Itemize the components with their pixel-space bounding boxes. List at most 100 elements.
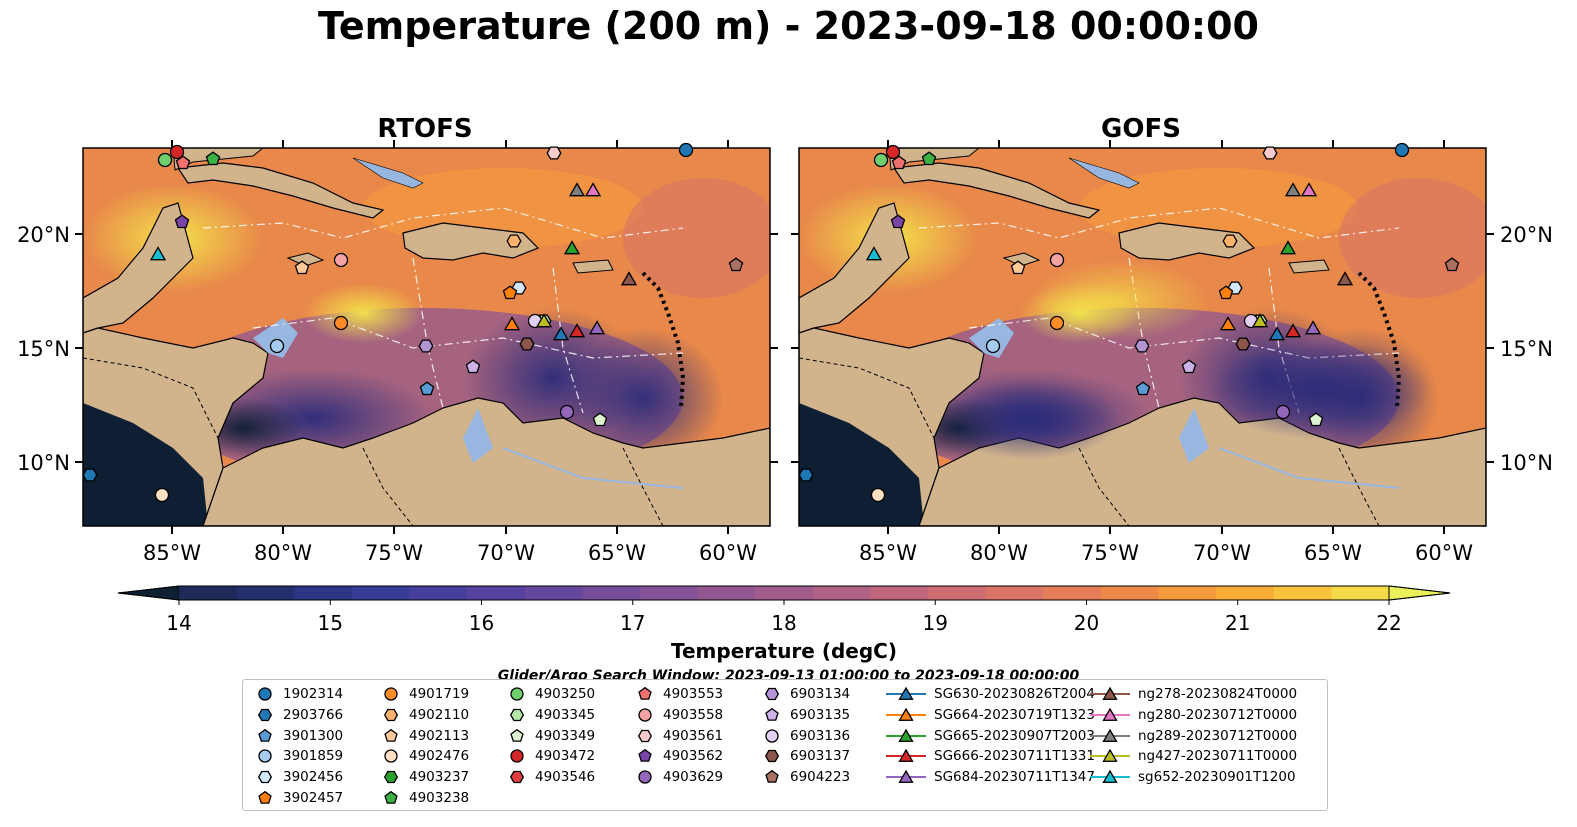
legend-entry: 4902113 xyxy=(381,725,469,746)
legend-marker xyxy=(898,749,914,763)
triangle-marker-icon xyxy=(1090,687,1130,701)
lon-tick-label: 65°W xyxy=(1304,541,1362,560)
marker-4902113 xyxy=(1010,260,1026,275)
marker-4903238 xyxy=(205,151,221,166)
lon-tick-label: 65°W xyxy=(588,541,646,560)
legend-entry: 4902110 xyxy=(381,705,469,726)
circle-marker-icon xyxy=(510,749,524,764)
colorbar-cell xyxy=(1331,586,1390,600)
marker-sg652-20230901T1200 xyxy=(865,246,883,261)
colorbar-cell xyxy=(639,586,699,600)
legend-label: ng427-20230711T0000 xyxy=(1138,748,1298,765)
marker-4903629 xyxy=(559,404,575,420)
marker-ng427-20230711T0000 xyxy=(535,313,553,328)
legend-column: 4901719 4902110 4902113 4902476 4903237 49032… xyxy=(381,684,469,808)
lon-tick-label: 80°W xyxy=(254,541,312,560)
legend-label: 4902113 xyxy=(409,727,470,744)
legend-entry: 4901719 xyxy=(381,684,469,705)
legend-entry: 4903238 xyxy=(381,787,469,808)
circle-marker-icon xyxy=(258,749,272,764)
colorbar-tick-label: 16 xyxy=(469,611,494,635)
legend-entry: 4903546 xyxy=(507,767,595,788)
colorbar-cell xyxy=(1043,586,1102,600)
legend-marker xyxy=(258,728,272,742)
legend-marker xyxy=(257,708,273,722)
marker-3902457 xyxy=(1218,285,1234,300)
legend-entry: 4903561 xyxy=(635,725,723,746)
legend-entry: 4903472 xyxy=(507,746,595,767)
marker-SG664-20230719T1323 xyxy=(503,316,521,331)
marker-1902314 xyxy=(678,142,694,158)
colorbar-cell xyxy=(351,586,410,600)
pentagon-marker-icon xyxy=(638,749,652,763)
colorbar: 14 15 16 17 18 19 20 21 22 Temperature (degC) xyxy=(117,585,1451,663)
legend-entry: 6903135 xyxy=(762,705,850,726)
legend-label: ng289-20230712T0000 xyxy=(1138,727,1298,744)
colorbar-cell xyxy=(1158,586,1217,600)
marker-6903135 xyxy=(465,359,481,374)
marker-4903238 xyxy=(921,151,937,166)
lat-tick-label: 15°N xyxy=(17,337,70,361)
marker-ng278-20230824T0000 xyxy=(1336,271,1354,286)
legend-entry: SG664-20230719T1323 xyxy=(886,705,1095,726)
legend-label: 3901859 xyxy=(283,748,344,765)
marker-3901300 xyxy=(1135,381,1151,396)
legend-entry: 4903558 xyxy=(635,705,723,726)
marker-6903137 xyxy=(519,337,535,351)
legend-label: 3902456 xyxy=(283,769,344,786)
legend-label: ng278-20230824T0000 xyxy=(1138,686,1298,703)
legend-label: 4903237 xyxy=(409,769,470,786)
legend-marker xyxy=(384,687,398,701)
lon-tick-label: 75°W xyxy=(1081,541,1139,560)
legend-marker xyxy=(384,749,398,764)
map-panels: 85°W 85°W 80°W 80°W 75°W 75°W 70°W 70°W 65°W 65°W… xyxy=(17,140,1553,560)
colorbar-cell xyxy=(697,586,756,600)
legend-entry: 3902457 xyxy=(255,787,343,808)
pentagon-marker-icon xyxy=(765,707,779,721)
legend-marker xyxy=(765,707,779,721)
marker-SG630-20230826T2004 xyxy=(1268,326,1286,341)
marker-ng289-20230712T0000 xyxy=(568,182,586,197)
lon-tick-label: 85°W xyxy=(143,541,201,560)
marker-4903472 xyxy=(885,144,901,160)
legend-column: 4903553 4903558 4903561 4903562 4903629 xyxy=(635,684,723,787)
pentagon-marker-icon xyxy=(258,790,272,804)
legend-marker xyxy=(510,687,524,701)
legend-marker xyxy=(384,728,398,742)
triangle-marker-icon xyxy=(886,769,926,784)
legend-marker xyxy=(898,728,914,742)
legend-label: 4903562 xyxy=(663,748,724,765)
circle-marker-icon xyxy=(384,749,398,764)
legend-marker xyxy=(383,770,399,784)
legend-entry: SG665-20230907T2003 xyxy=(886,725,1095,746)
glider-argo-markers xyxy=(82,142,1460,503)
legend-label: 4903250 xyxy=(535,686,596,703)
legend-label: 6904223 xyxy=(790,769,851,786)
legend-marker xyxy=(510,728,524,742)
legend-label: 4903546 xyxy=(535,769,596,786)
marker-2903766 xyxy=(82,468,98,482)
hexagon-marker-icon xyxy=(257,770,273,784)
figure-title: Temperature (200 m) - 2023-09-18 00:00:0… xyxy=(317,4,1259,48)
pentagon-marker-icon xyxy=(384,728,398,742)
colorbar-cell xyxy=(812,586,871,600)
legend-marker xyxy=(764,688,780,701)
colorbar-over-arrow xyxy=(1388,585,1451,601)
colorbar-tick-label: 22 xyxy=(1376,611,1401,635)
legend-entry: 3901859 xyxy=(255,746,343,767)
triangle-marker-icon xyxy=(1090,749,1130,763)
marker-ng289-20230712T0000 xyxy=(1284,182,1302,197)
legend-marker xyxy=(510,749,524,764)
marker-ng280-20230712T0000 xyxy=(1300,182,1318,197)
legend-marker xyxy=(898,687,914,701)
lon-tick-label: 85°W xyxy=(859,541,917,560)
marker-SG665-20230907T2003 xyxy=(563,240,581,255)
legend-marker xyxy=(638,708,652,722)
marker-4902476 xyxy=(154,487,170,503)
legend-entry: ng289-20230712T0000 xyxy=(1090,725,1297,746)
colorbar-tick-label: 18 xyxy=(771,611,796,635)
marker-6904223 xyxy=(728,257,744,272)
legend-marker xyxy=(637,729,653,742)
legend-marker xyxy=(258,749,272,764)
legend-label: ng280-20230712T0000 xyxy=(1138,707,1298,724)
